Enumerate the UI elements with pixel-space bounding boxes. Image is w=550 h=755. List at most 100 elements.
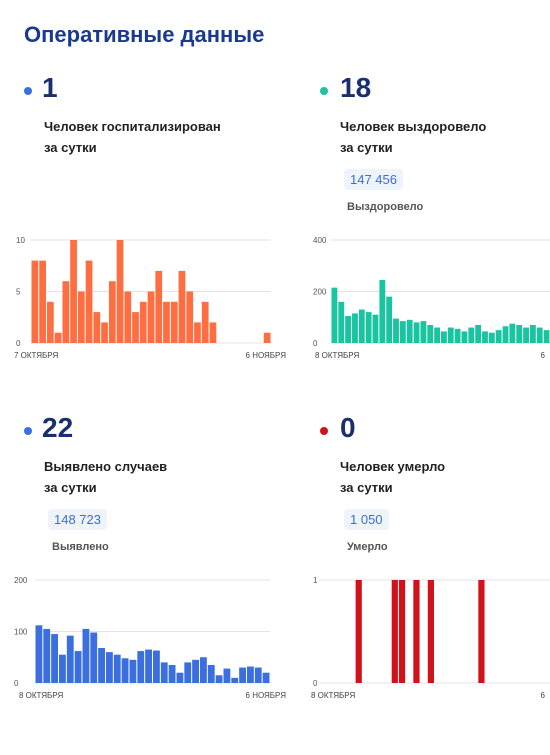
bar [153,650,160,683]
x-start-label: 7 ОКТЯБРЯ [14,351,58,360]
bar [399,321,406,343]
bar [207,664,215,683]
label-line1: Выявлено случаев [44,459,168,474]
deaths-total-badge: 1 050 [344,509,389,530]
bar [263,332,271,343]
bar [478,580,485,683]
bar [59,654,66,683]
y-tick-label: 400 [313,236,327,245]
bar [231,677,239,683]
bar [391,580,398,683]
x-end-label: 6 НОЯБРЯ [246,351,287,360]
bar [98,647,105,683]
bar [393,318,399,343]
label-line2: за сутки [44,140,97,155]
detected-total-badge: 148 723 [48,509,107,530]
y-tick-label: 200 [14,576,28,585]
bar [66,635,74,683]
bar [132,312,139,343]
bar [113,654,121,683]
bar [254,667,262,683]
bar [51,634,58,683]
bar [170,301,178,343]
bar [365,312,372,343]
hospitalized-label: Человек госпитализирован за сутки [44,116,221,158]
label-line2: за сутки [44,480,97,495]
bar [70,240,77,343]
deaths-label: Человек умерло за сутки [340,456,445,498]
bar [147,291,155,343]
bar [62,281,70,343]
y-tick-label: 200 [313,288,327,297]
bar [413,580,420,683]
bar [502,326,509,343]
panel-hospitalized: 1 Человек госпитализирован за сутки [0,70,275,415]
bar [495,330,502,343]
bar [247,666,254,683]
bar [178,270,186,343]
recovered-total-caption: Выздоровело [347,201,424,213]
bar [434,327,440,343]
hospitalized-value: 1 [42,72,58,103]
bar [116,240,124,343]
deaths-value: 0 [340,412,356,443]
bar [543,330,550,343]
panel-deaths: 0 Человек умерло за сутки 1 050 Умерло [300,410,550,755]
detected-label: Выявлено случаев за сутки [44,456,167,498]
bar [239,667,246,683]
x-end-label: 6 [541,691,546,700]
bar [106,652,113,683]
bar [192,659,199,683]
bar [121,658,129,683]
y-tick-label: 10 [16,236,25,245]
x-end-label: 6 [541,351,546,360]
bar [386,296,393,343]
bar [201,301,209,343]
label-line1: Человек умерло [340,459,446,474]
x-start-label: 8 ОКТЯБРЯ [19,691,63,700]
bar [529,324,536,343]
bar [209,322,217,343]
bar [523,327,529,343]
bar [108,281,116,343]
hospitalized-chart: 0 5 10 7 ОКТЯБРЯ 6 НОЯБРЯ [14,236,286,360]
bar [223,668,231,683]
detected-total-caption: Выявлено [52,541,109,553]
bar [454,328,461,343]
bar [168,664,176,683]
bar [482,331,488,343]
bar [139,301,147,343]
bar [215,675,223,683]
bar [358,309,365,343]
bar [338,301,345,343]
bar [427,580,434,683]
bar [43,628,51,683]
recovered-total-badge: 147 456 [344,169,403,190]
bar [35,625,43,683]
bar [352,313,358,343]
label-line1: Человек выздоровело [340,119,487,134]
y-tick-label: 0 [313,339,318,348]
bar [355,580,362,683]
bar [46,301,54,343]
bar [124,291,132,343]
bar [413,322,420,343]
recovered-label: Человек выздоровело за сутки [340,116,486,158]
bar [145,649,152,683]
bar [461,331,468,343]
label-line2: за сутки [340,480,393,495]
bar [39,260,46,343]
deaths-chart: 0 1 8 ОКТЯБРЯ 6 [311,576,550,700]
bullet-dot [320,427,328,435]
label-line2: за сутки [340,140,393,155]
bar [129,659,137,683]
bar [160,662,168,683]
bar [379,279,386,343]
y-tick-label: 0 [16,339,21,348]
bar [194,322,201,343]
bar [345,315,352,343]
x-end-label: 6 НОЯБРЯ [246,691,287,700]
bar [200,657,207,683]
bar [137,651,145,683]
detected-value: 22 [42,412,74,443]
